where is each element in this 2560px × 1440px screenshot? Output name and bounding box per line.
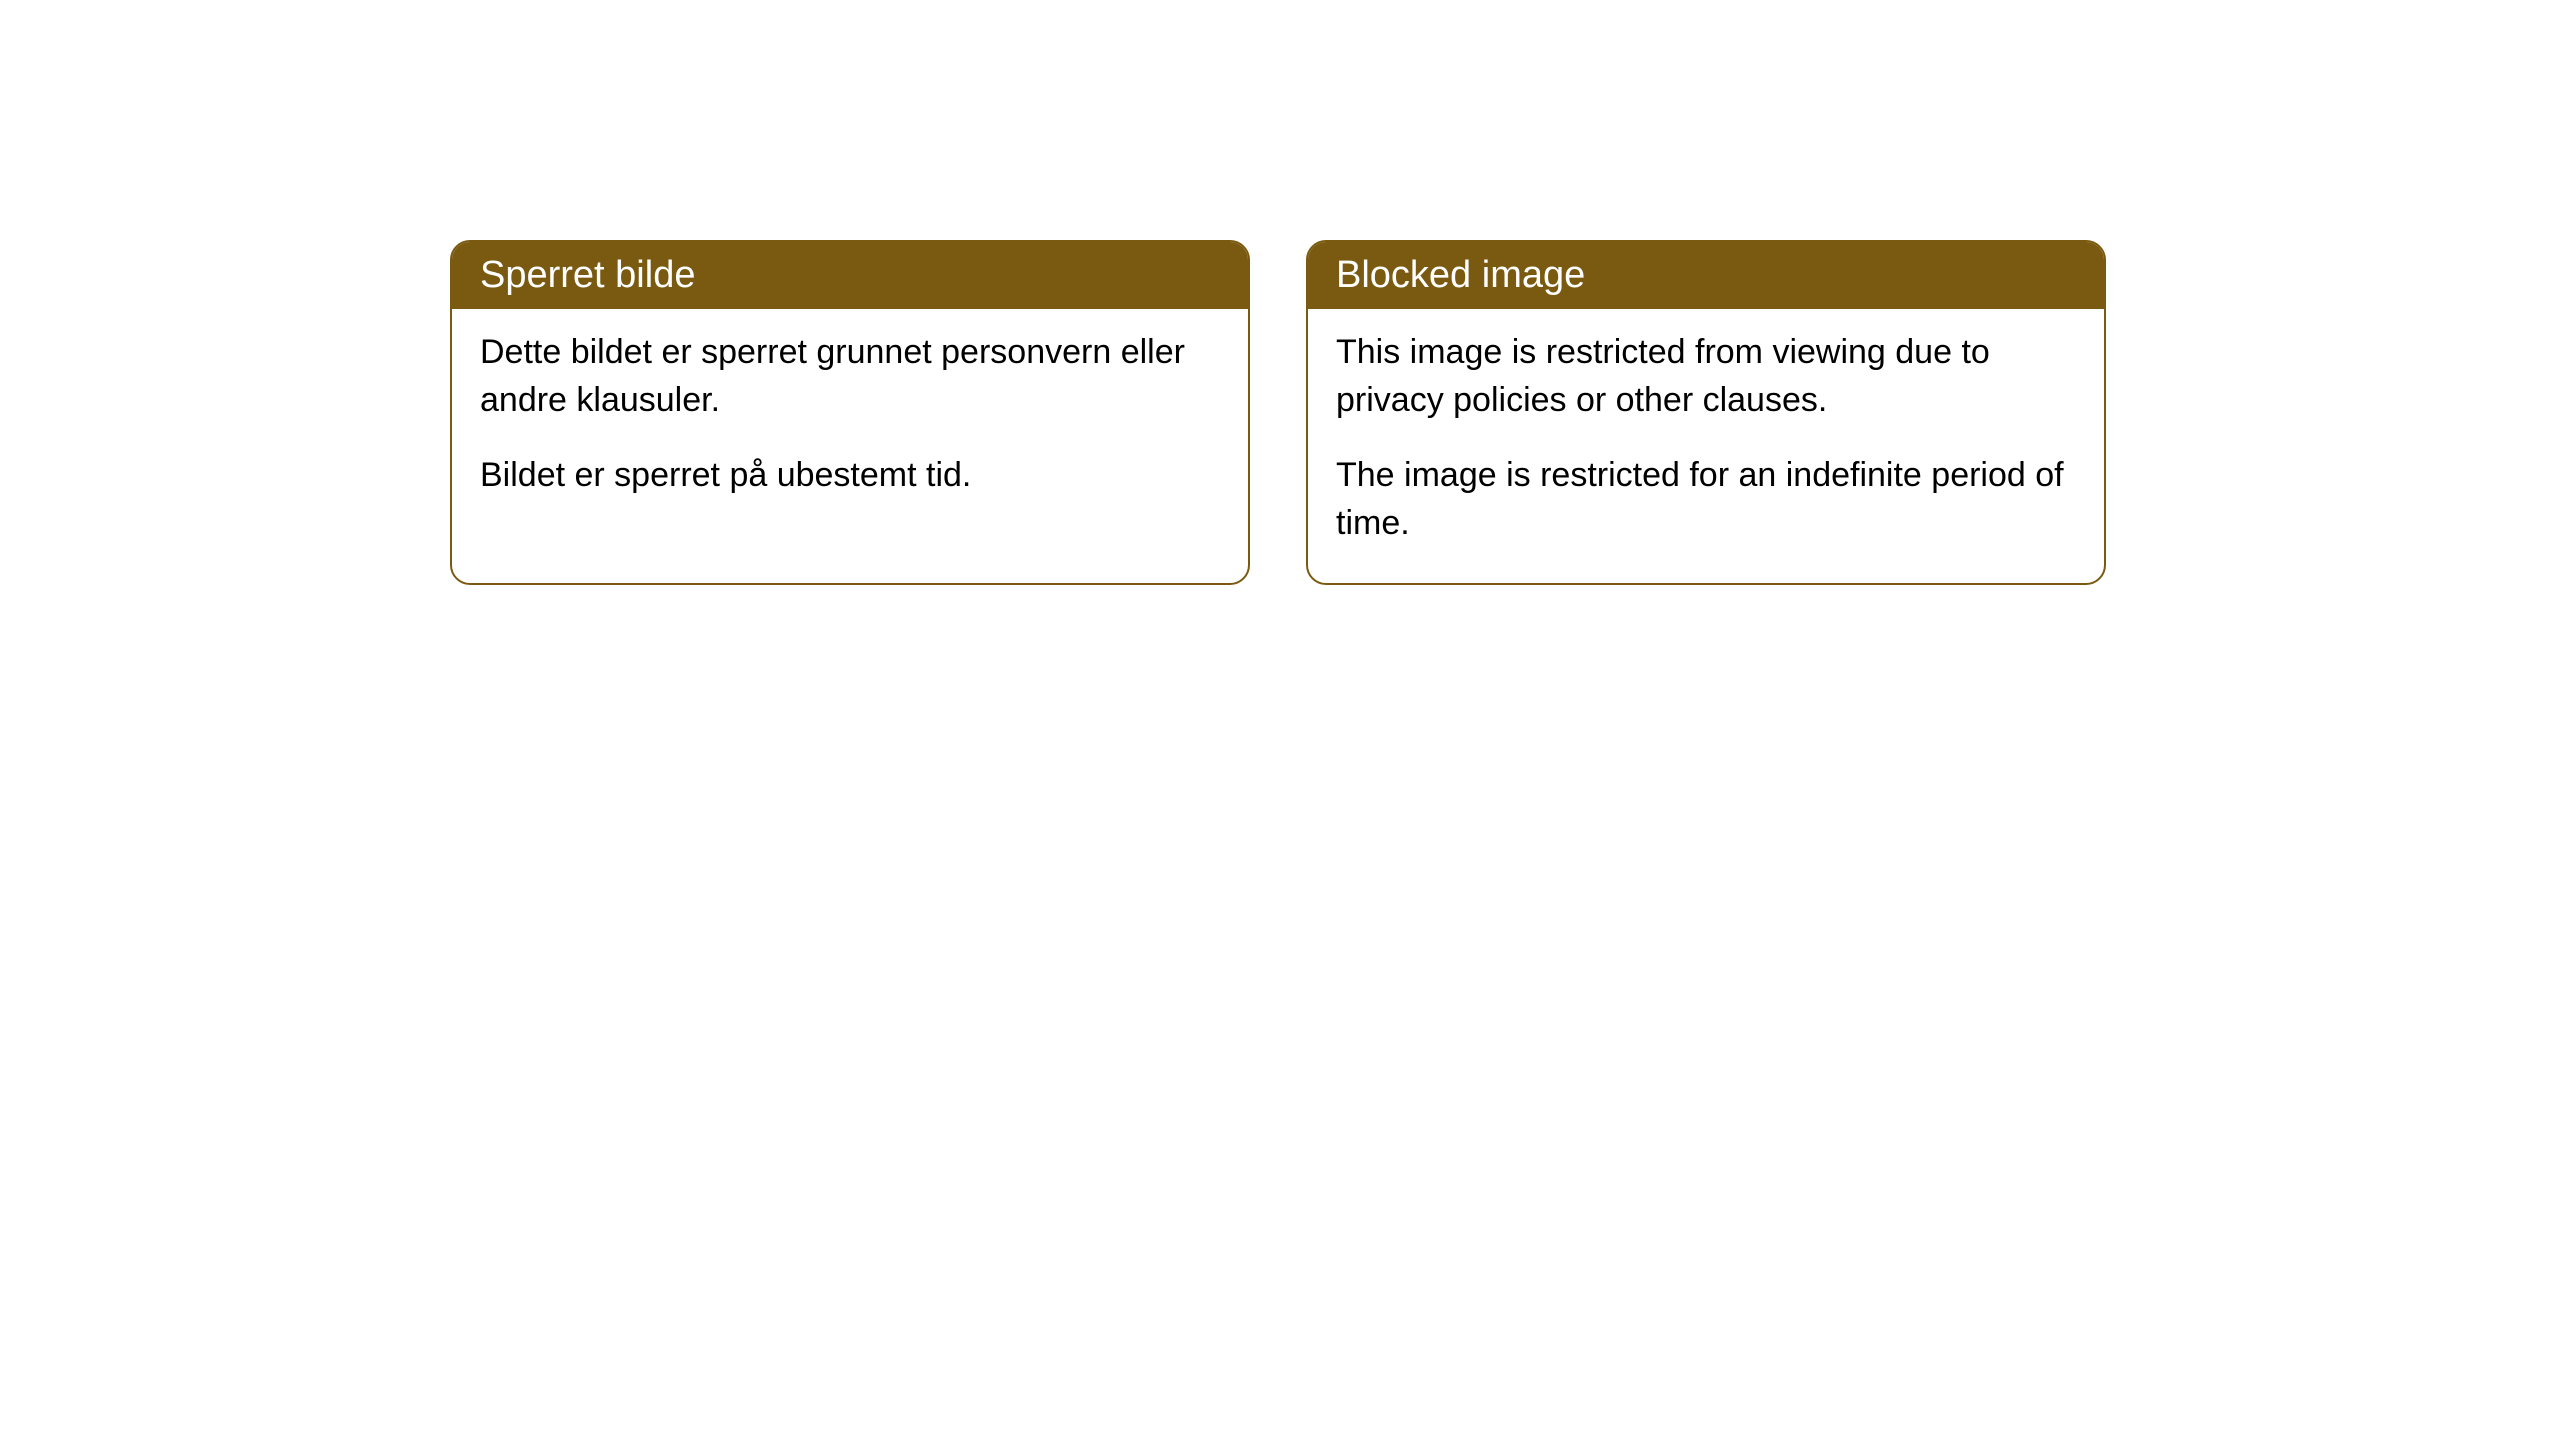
card-header-english: Blocked image [1308, 242, 2104, 309]
card-body-english: This image is restricted from viewing du… [1308, 309, 2104, 583]
card-paragraph-1: Dette bildet er sperret grunnet personve… [480, 329, 1220, 424]
card-title: Blocked image [1336, 254, 1585, 296]
card-paragraph-2: The image is restricted for an indefinit… [1336, 452, 2076, 547]
card-title: Sperret bilde [480, 254, 695, 296]
card-header-norwegian: Sperret bilde [452, 242, 1248, 309]
card-paragraph-2: Bildet er sperret på ubestemt tid. [480, 452, 1220, 500]
blocked-image-card-english: Blocked image This image is restricted f… [1306, 240, 2106, 585]
card-body-norwegian: Dette bildet er sperret grunnet personve… [452, 309, 1248, 536]
blocked-image-card-norwegian: Sperret bilde Dette bildet er sperret gr… [450, 240, 1250, 585]
card-paragraph-1: This image is restricted from viewing du… [1336, 329, 2076, 424]
notice-cards-container: Sperret bilde Dette bildet er sperret gr… [450, 240, 2110, 585]
